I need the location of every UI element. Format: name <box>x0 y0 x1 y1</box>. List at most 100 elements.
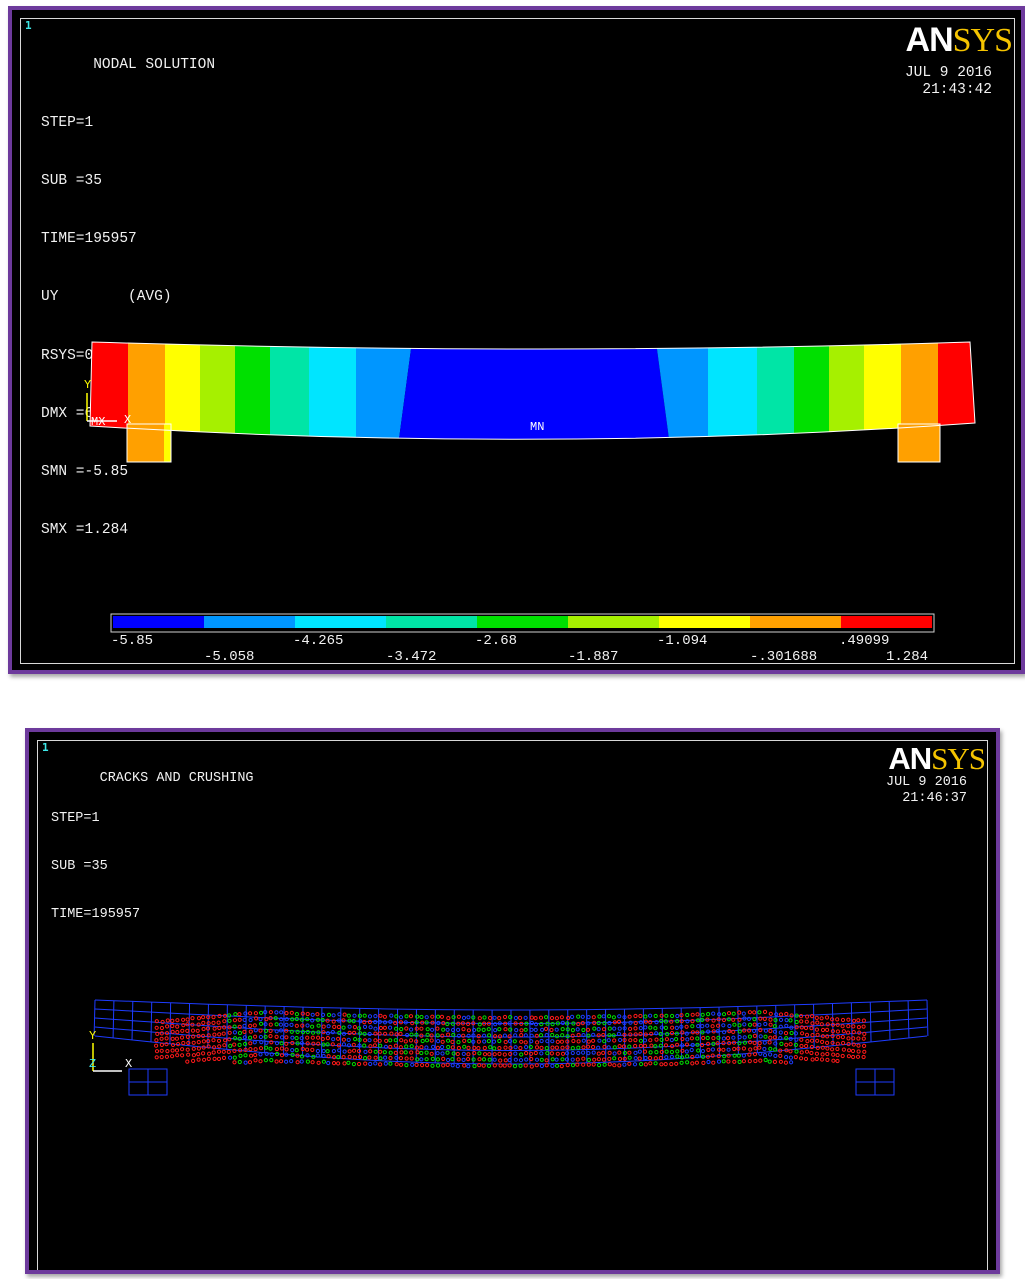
crack-symbol <box>753 1018 756 1021</box>
crack-symbol <box>514 1016 517 1019</box>
crack-symbol <box>826 1041 829 1044</box>
crack-symbol <box>644 1063 647 1066</box>
legend-tick-label: -3.472 <box>386 649 436 665</box>
crack-symbol <box>482 1064 485 1067</box>
crack-symbol <box>664 1044 667 1047</box>
crack-symbol <box>384 1032 387 1035</box>
crack-symbol <box>836 1023 839 1026</box>
crack-symbol <box>560 1016 563 1019</box>
crack-symbol <box>607 1046 610 1049</box>
crack-symbol <box>192 1041 195 1044</box>
crack-symbol <box>748 1053 751 1056</box>
crack-symbol <box>759 1017 762 1020</box>
crack-symbol <box>364 1050 367 1053</box>
crack-symbol <box>856 1055 859 1058</box>
crack-symbol <box>478 1058 481 1061</box>
crack-symbol <box>821 1040 824 1043</box>
support-mesh-cell <box>875 1082 894 1095</box>
crack-symbol <box>234 1037 237 1040</box>
crack-symbol <box>759 1052 762 1055</box>
crack-symbol <box>576 1028 579 1031</box>
crack-symbol <box>733 1023 736 1026</box>
crack-symbol <box>742 1054 745 1057</box>
crack-symbol <box>187 1041 190 1044</box>
crack-symbol <box>269 1029 272 1032</box>
crack-symbol <box>442 1057 445 1060</box>
crack-symbol <box>571 1015 574 1018</box>
crack-symbol <box>482 1058 485 1061</box>
crack-symbol <box>769 1053 772 1056</box>
crack-symbol <box>733 1054 736 1057</box>
crack-symbol <box>160 1056 163 1059</box>
crack-symbol <box>613 1057 616 1060</box>
crack-symbol <box>852 1025 855 1028</box>
crack-symbol <box>758 1042 761 1045</box>
crack-symbol <box>795 1050 798 1053</box>
crack-symbol <box>577 1022 580 1025</box>
crack-symbol <box>784 1061 787 1064</box>
crack-symbol <box>660 1014 663 1017</box>
crack-symbol <box>773 1036 776 1039</box>
crack-symbol <box>228 1038 231 1041</box>
crack-symbol <box>306 1054 309 1057</box>
crack-symbol <box>442 1064 445 1067</box>
crack-symbol <box>842 1048 845 1051</box>
crack-symbol <box>608 1015 611 1018</box>
crack-symbol <box>463 1045 466 1048</box>
support-mesh-cell <box>148 1082 167 1095</box>
crack-symbol <box>712 1019 715 1022</box>
crack-symbol <box>722 1037 725 1040</box>
crack-symbol <box>686 1055 689 1058</box>
crack-symbol <box>826 1028 829 1031</box>
crack-symbol <box>748 1029 751 1032</box>
crack-symbol <box>643 1039 646 1042</box>
crack-symbol <box>768 1060 771 1063</box>
crack-symbol <box>748 1060 751 1063</box>
crack-symbol <box>598 1015 601 1018</box>
crack-symbol <box>238 1043 241 1046</box>
crack-symbol <box>534 1023 537 1026</box>
legend-tick-label: -5.85 <box>111 633 153 649</box>
crack-symbol <box>394 1051 397 1054</box>
crack-symbol <box>758 1046 761 1049</box>
crack-symbol <box>238 1018 241 1021</box>
crack-symbol <box>660 1050 663 1053</box>
crack-symbol <box>639 1039 642 1042</box>
crack-symbol <box>326 1050 329 1053</box>
crack-symbol <box>451 1046 454 1049</box>
crack-symbol <box>841 1054 844 1057</box>
crack-symbol <box>217 1057 220 1060</box>
crack-symbol <box>763 1041 766 1044</box>
crack-symbol <box>504 1059 507 1062</box>
crack-symbol <box>446 1063 449 1066</box>
crack-symbol <box>156 1032 159 1035</box>
crack-symbol <box>779 1031 782 1034</box>
crack-symbol <box>222 1032 225 1035</box>
triad-mx-label: MX <box>91 415 105 429</box>
crack-symbol <box>155 1056 158 1059</box>
crack-symbol <box>561 1046 564 1049</box>
crack-symbol <box>239 1054 242 1057</box>
crack-symbol <box>540 1023 543 1026</box>
crack-symbol <box>676 1043 679 1046</box>
crack-symbol <box>832 1053 835 1056</box>
crack-symbol <box>727 1012 730 1015</box>
crack-symbol <box>171 1024 174 1027</box>
crack-symbol <box>233 1056 236 1059</box>
crack-symbol <box>706 1024 709 1027</box>
crack-symbol <box>514 1052 517 1055</box>
crack-symbol <box>535 1064 538 1067</box>
crack-symbol <box>224 1039 227 1042</box>
crack-symbol <box>660 1026 663 1029</box>
crack-symbol <box>748 1011 751 1014</box>
crack-symbol <box>649 1062 652 1065</box>
crack-symbol <box>202 1040 205 1043</box>
crack-symbol <box>525 1046 528 1049</box>
crack-symbol <box>603 1022 606 1025</box>
crack-symbol <box>649 1014 652 1017</box>
crack-symbol <box>550 1016 553 1019</box>
crack-symbol <box>769 1029 772 1032</box>
legend-tick-label: -2.68 <box>475 633 517 649</box>
crack-symbol <box>446 1028 449 1031</box>
crack-symbol <box>785 1019 788 1022</box>
